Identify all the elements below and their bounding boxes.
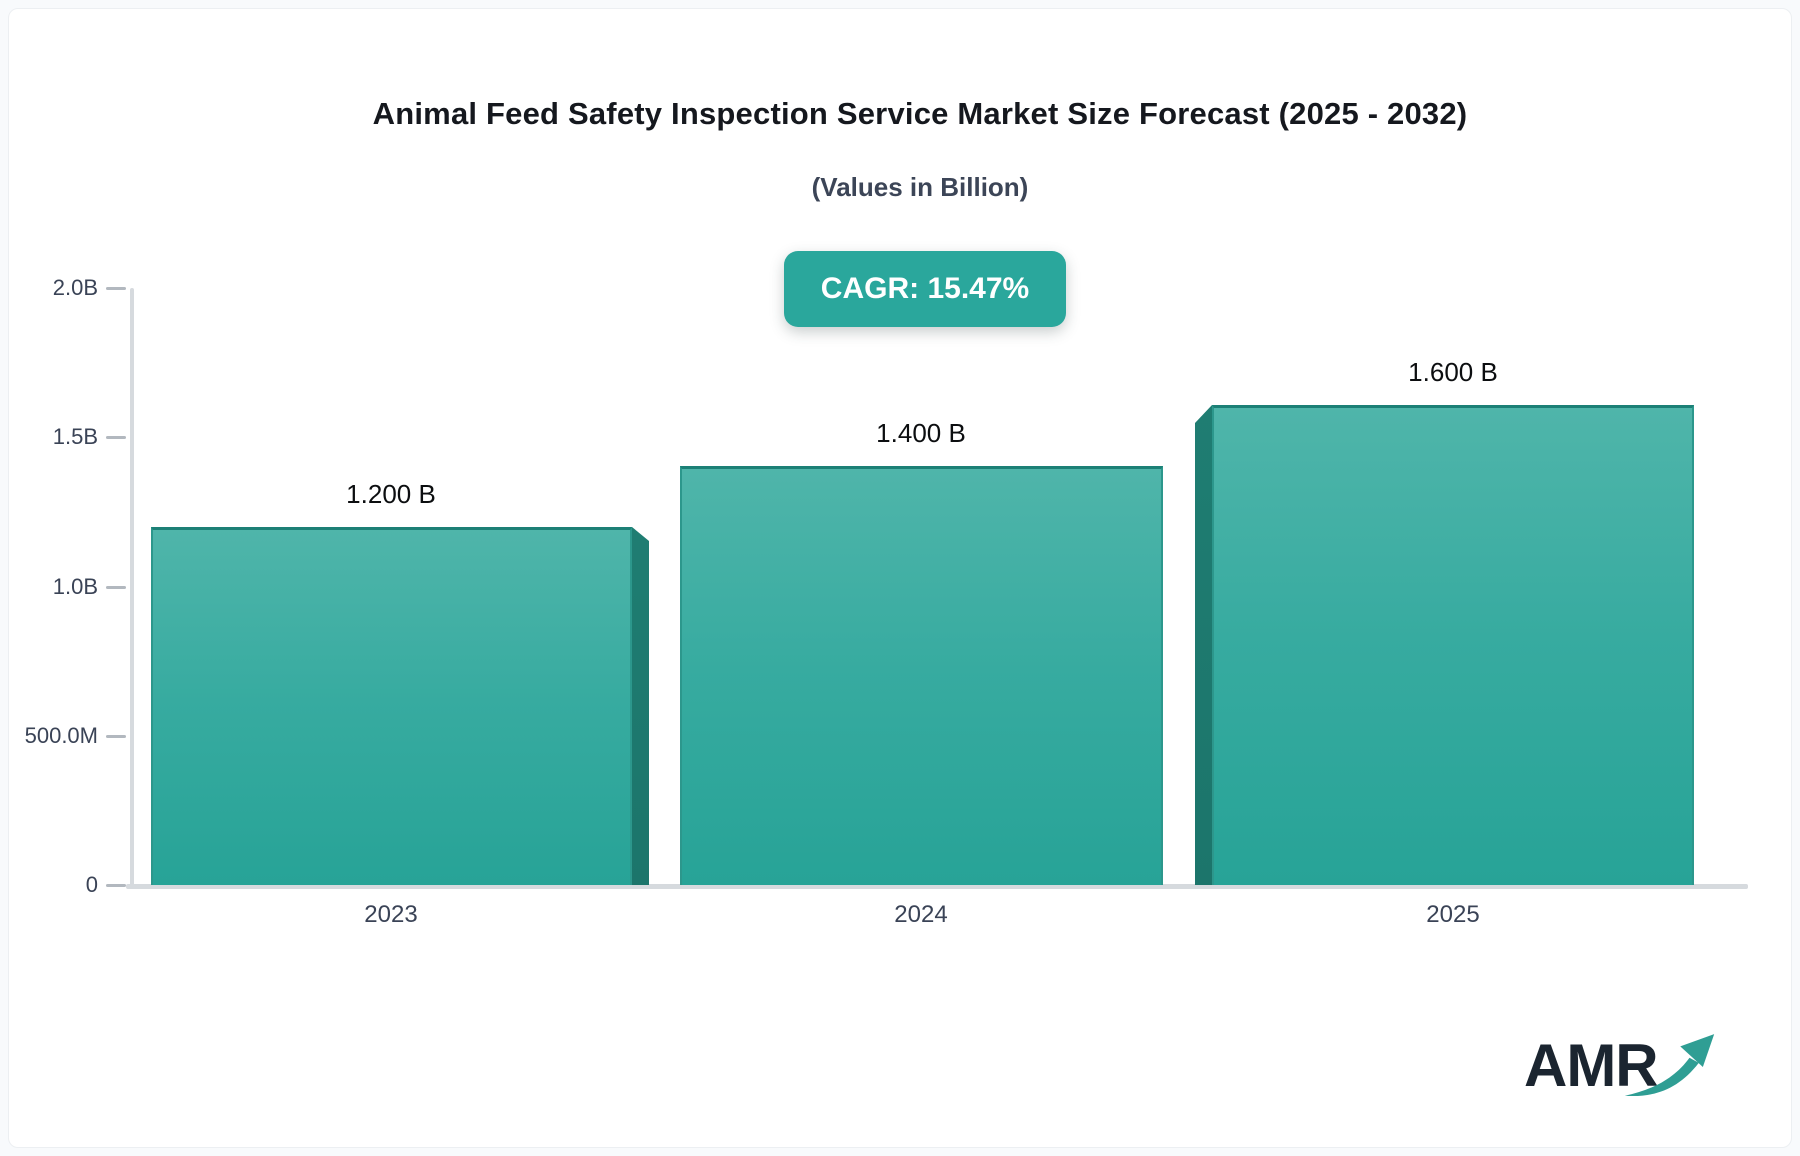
value-label-2025: 1.600 B (1408, 357, 1498, 387)
bar-2023-3d-side (632, 527, 649, 885)
y-tick-label-1b: 1.0B (52, 574, 98, 599)
chart-title: Animal Feed Safety Inspection Service Ma… (372, 96, 1468, 131)
y-axis-line (130, 288, 134, 888)
y-tick-label-2b: 2.0B (52, 275, 98, 300)
y-tick-label-500m: 500.0M (24, 723, 98, 748)
value-label-2023: 1.200 B (346, 479, 436, 509)
cagr-badge-label: CAGR: 15.47% (820, 272, 1030, 305)
y-tick-label-0: 0 (85, 872, 98, 897)
x-axis-label-2023: 2023 (364, 901, 418, 928)
chart-subtitle: (Values in Billion) (811, 172, 1029, 202)
x-axis-label-2025: 2025 (1426, 901, 1480, 928)
bar-2024 (680, 466, 1163, 885)
y-tick-mark-1b (106, 586, 126, 589)
bar-2025-3d-side (1195, 405, 1212, 885)
y-tick-mark-1-5b (106, 436, 126, 439)
amr-logo: AMR (1524, 1030, 1720, 1110)
y-tick-mark-500m (106, 735, 126, 738)
bar-2023 (151, 527, 632, 885)
y-tick-label-1-5b: 1.5B (52, 424, 98, 449)
cagr-badge: CAGR: 15.47% (784, 251, 1066, 327)
bar-2025 (1212, 405, 1694, 885)
value-label-2024: 1.400 B (876, 418, 966, 448)
x-axis-baseline (126, 884, 1748, 889)
amr-logo-text: AMR (1524, 1032, 1659, 1099)
x-axis-label-2024: 2024 (894, 901, 948, 928)
y-tick-mark-0 (106, 884, 126, 887)
y-tick-mark-2b (106, 287, 126, 290)
amr-logo-arrow-icon (1624, 1034, 1715, 1097)
